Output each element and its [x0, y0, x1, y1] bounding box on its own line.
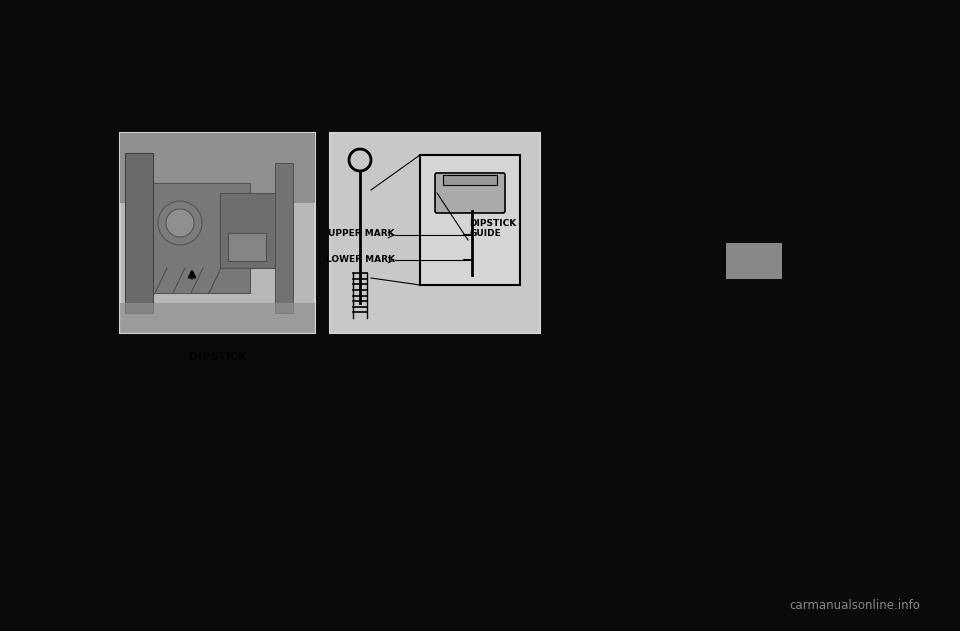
FancyBboxPatch shape [435, 173, 505, 213]
Text: carmanualsonline.info: carmanualsonline.info [789, 599, 920, 612]
Bar [120, 303, 315, 333]
Bar [275, 163, 293, 313]
Bar [120, 133, 315, 333]
Text: UPPER MARK: UPPER MARK [328, 230, 395, 239]
Bar [220, 193, 275, 268]
Text: DIPSTICK
GUIDE: DIPSTICK GUIDE [469, 218, 516, 238]
Circle shape [158, 201, 202, 245]
Bar [228, 233, 266, 261]
Bar [443, 175, 497, 185]
Bar [726, 243, 782, 279]
Bar [420, 155, 520, 285]
Bar [125, 153, 153, 313]
Bar [330, 133, 540, 333]
Bar [120, 133, 315, 203]
Text: LOWER MARK: LOWER MARK [326, 254, 395, 264]
Text: DIPSTICK: DIPSTICK [189, 352, 247, 362]
Bar [150, 183, 250, 293]
Circle shape [166, 209, 194, 237]
